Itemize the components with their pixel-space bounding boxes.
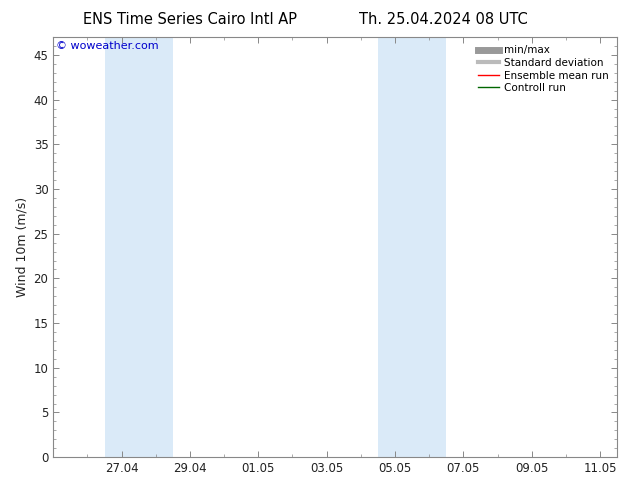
Bar	[378, 37, 446, 457]
Text: ENS Time Series Cairo Intl AP: ENS Time Series Cairo Intl AP	[83, 12, 297, 27]
Text: © woweather.com: © woweather.com	[56, 41, 158, 51]
Bar	[105, 37, 173, 457]
Text: Th. 25.04.2024 08 UTC: Th. 25.04.2024 08 UTC	[359, 12, 528, 27]
Y-axis label: Wind 10m (m/s): Wind 10m (m/s)	[15, 197, 28, 297]
Legend: min/max, Standard deviation, Ensemble mean run, Controll run: min/max, Standard deviation, Ensemble me…	[475, 42, 612, 97]
